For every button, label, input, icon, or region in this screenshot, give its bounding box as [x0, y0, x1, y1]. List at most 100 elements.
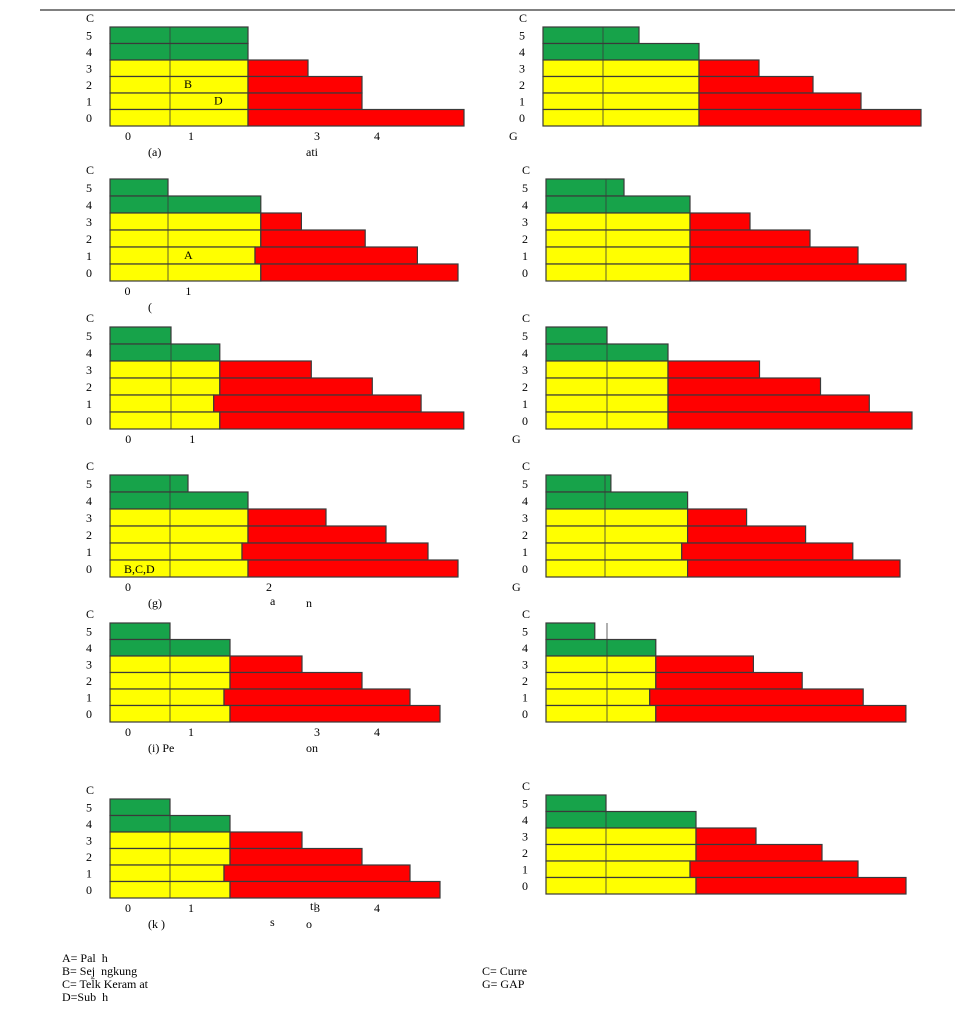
y-tick-label: 0: [86, 111, 92, 125]
gap-bar-segment: [698, 108, 922, 127]
y-tick-label: 4: [86, 817, 92, 831]
gap-bar-segment: [247, 525, 387, 544]
current-bar-segment: [109, 229, 262, 248]
current-bar-segment: [109, 394, 215, 413]
current-bar-segment: [545, 655, 657, 674]
gap-bar-segment: [681, 542, 854, 561]
panel-i: C 5 4 3 2 1 0 0 1 3 4 (i) Pe on: [86, 607, 441, 755]
current-bar-segment: [545, 810, 697, 829]
gap-bar-segment: [247, 59, 309, 78]
y-tick-label: 5: [522, 797, 528, 811]
y-tick-label: 0: [522, 879, 528, 893]
y-tick-label: 1: [522, 691, 528, 705]
gap-bar-segment: [219, 377, 373, 396]
y-tick-label: 5: [522, 625, 528, 639]
y-tick-label: 0: [86, 883, 92, 897]
gap-bar-segment: [223, 864, 411, 883]
y-tick-label: 1: [522, 397, 528, 411]
gap-bar-segment: [667, 394, 870, 413]
x-tick-label: 3: [314, 129, 320, 143]
current-bar-segment: [545, 195, 691, 214]
y-tick-label: 0: [522, 562, 528, 576]
panel-caption-top: ti: [310, 899, 317, 913]
current-bar-segment: [542, 59, 700, 78]
y-tick-label: 4: [519, 45, 525, 59]
y-tick-label: 5: [522, 477, 528, 491]
panel-caption: (i) Pe: [148, 741, 174, 755]
y-axis-label: C: [522, 311, 530, 325]
gap-bar-segment: [689, 229, 811, 248]
gap-bar-segment: [229, 655, 303, 674]
x-tick-label: 0: [125, 129, 131, 143]
segment-annotation: D: [214, 94, 223, 108]
gap-bar-segment: [219, 411, 465, 430]
y-tick-label: 3: [86, 62, 92, 76]
gap-bar-segment: [260, 212, 302, 231]
gap-bar-segment: [655, 704, 907, 723]
current-bar-segment: [109, 42, 249, 61]
current-bar-segment: [109, 246, 256, 265]
gap-bar-segment: [667, 360, 761, 379]
y-tick-label: 3: [522, 363, 528, 377]
gap-bar-segment: [229, 831, 303, 850]
current-bar-segment: [545, 491, 689, 510]
y-tick-label: 1: [86, 95, 92, 109]
y-tick-label: 4: [522, 198, 528, 212]
current-bar-segment: [545, 474, 612, 493]
legend-left: A= Pal h B= Sej ngkung C= Tel̄k Keram at…: [62, 952, 148, 1004]
gap-bar-segment: [213, 394, 422, 413]
current-bar-segment: [109, 474, 189, 493]
current-bar-segment: [109, 411, 221, 430]
x-tick-label: 3: [314, 901, 320, 915]
gap-bar-segment: [689, 860, 859, 879]
current-bar-segment: [109, 542, 243, 561]
current-bar-segment: [109, 59, 249, 78]
current-bar-segment: [109, 798, 171, 817]
current-bar-segment: [542, 92, 700, 111]
panel-g: C 5 4 3 2 1 0 0 2 (g) a n B,C,D: [86, 459, 459, 610]
current-bar-segment: [545, 704, 657, 723]
gap-bar-segment: [689, 263, 907, 282]
y-tick-label: 3: [86, 658, 92, 672]
y-tick-label: 4: [86, 45, 92, 59]
y-tick-label: 5: [86, 477, 92, 491]
gap-bar-segment: [689, 212, 751, 231]
gap-bar-segment: [686, 525, 807, 544]
y-tick-label: 2: [86, 232, 92, 246]
y-axis-label: C: [522, 459, 530, 473]
gap-bar-segment: [686, 508, 748, 527]
y-tick-label: 4: [522, 346, 528, 360]
current-bar-segment: [545, 638, 657, 657]
y-tick-label: 4: [522, 641, 528, 655]
y-axis-label: C: [519, 11, 527, 25]
y-tick-label: 1: [522, 863, 528, 877]
current-bar-segment: [109, 195, 262, 214]
gap-bar-segment: [695, 843, 823, 862]
y-tick-label: 3: [522, 658, 528, 672]
gap-bar-segment: [247, 92, 363, 111]
y-tick-label: 2: [522, 528, 528, 542]
legend-entry-gap: G= GAP: [482, 977, 525, 991]
gap-label: G: [509, 129, 518, 143]
panel-k: C 5 4 3 2 1 0 0 1 3 4 (k ) s ti o: [86, 783, 441, 931]
current-bar-segment: [545, 263, 691, 282]
y-tick-label: 4: [86, 494, 92, 508]
current-bar-segment: [545, 542, 683, 561]
y-tick-label: 2: [86, 674, 92, 688]
current-bar-segment: [542, 26, 640, 45]
gap-bar-segment: [260, 263, 459, 282]
current-bar-segment: [545, 229, 691, 248]
current-bar-segment: [545, 559, 689, 578]
current-bar-segment: [542, 108, 700, 127]
current-bar-segment: [109, 212, 262, 231]
y-axis-label: C: [86, 11, 94, 25]
gap-bar-segment: [260, 229, 366, 248]
y-axis-label: C: [522, 163, 530, 177]
gap-bar-segment: [229, 704, 441, 723]
y-tick-label: 1: [86, 249, 92, 263]
gap-bar-segment: [655, 671, 803, 690]
y-tick-label: 5: [86, 181, 92, 195]
legend-entry-c: C= Tel̄k Keram at: [62, 977, 149, 991]
current-bar-segment: [109, 75, 249, 94]
y-tick-label: 3: [86, 834, 92, 848]
